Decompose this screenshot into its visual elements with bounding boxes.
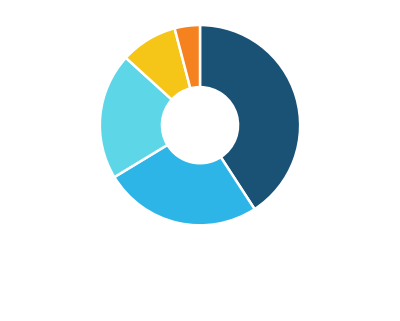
Wedge shape bbox=[100, 58, 172, 177]
Wedge shape bbox=[174, 25, 200, 88]
Wedge shape bbox=[114, 145, 255, 225]
Wedge shape bbox=[126, 28, 190, 100]
Wedge shape bbox=[200, 25, 300, 209]
